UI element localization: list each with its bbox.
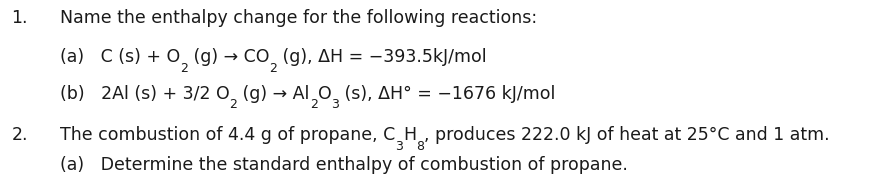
- Text: (g) → CO: (g) → CO: [188, 48, 269, 66]
- Text: 2: 2: [229, 99, 237, 111]
- Text: 2: 2: [180, 62, 188, 75]
- Text: (g) → Al: (g) → Al: [237, 85, 309, 103]
- Text: (s), ΔH° = −1676 kJ/mol: (s), ΔH° = −1676 kJ/mol: [339, 85, 555, 103]
- Text: (a)   Determine the standard enthalpy of combustion of propane.: (a) Determine the standard enthalpy of c…: [60, 156, 627, 174]
- Text: The combustion of 4.4 g of propane, C: The combustion of 4.4 g of propane, C: [60, 126, 394, 144]
- Text: Name the enthalpy change for the following reactions:: Name the enthalpy change for the followi…: [60, 9, 536, 27]
- Text: (g), ΔH = −393.5kJ/mol: (g), ΔH = −393.5kJ/mol: [277, 48, 486, 66]
- Text: 1.: 1.: [11, 9, 28, 27]
- Text: 3: 3: [394, 140, 402, 153]
- Text: (b)   2Al (s) + 3/2 O: (b) 2Al (s) + 3/2 O: [60, 85, 229, 103]
- Text: , produces 222.0 kJ of heat at 25°C and 1 atm.: , produces 222.0 kJ of heat at 25°C and …: [423, 126, 829, 144]
- Text: 8: 8: [415, 140, 423, 153]
- Text: O: O: [317, 85, 331, 103]
- Text: 2: 2: [309, 99, 317, 111]
- Text: H: H: [402, 126, 415, 144]
- Text: 3: 3: [331, 99, 339, 111]
- Text: (a)   C (s) + O: (a) C (s) + O: [60, 48, 180, 66]
- Text: 2.: 2.: [11, 126, 28, 144]
- Text: 2: 2: [269, 62, 277, 75]
